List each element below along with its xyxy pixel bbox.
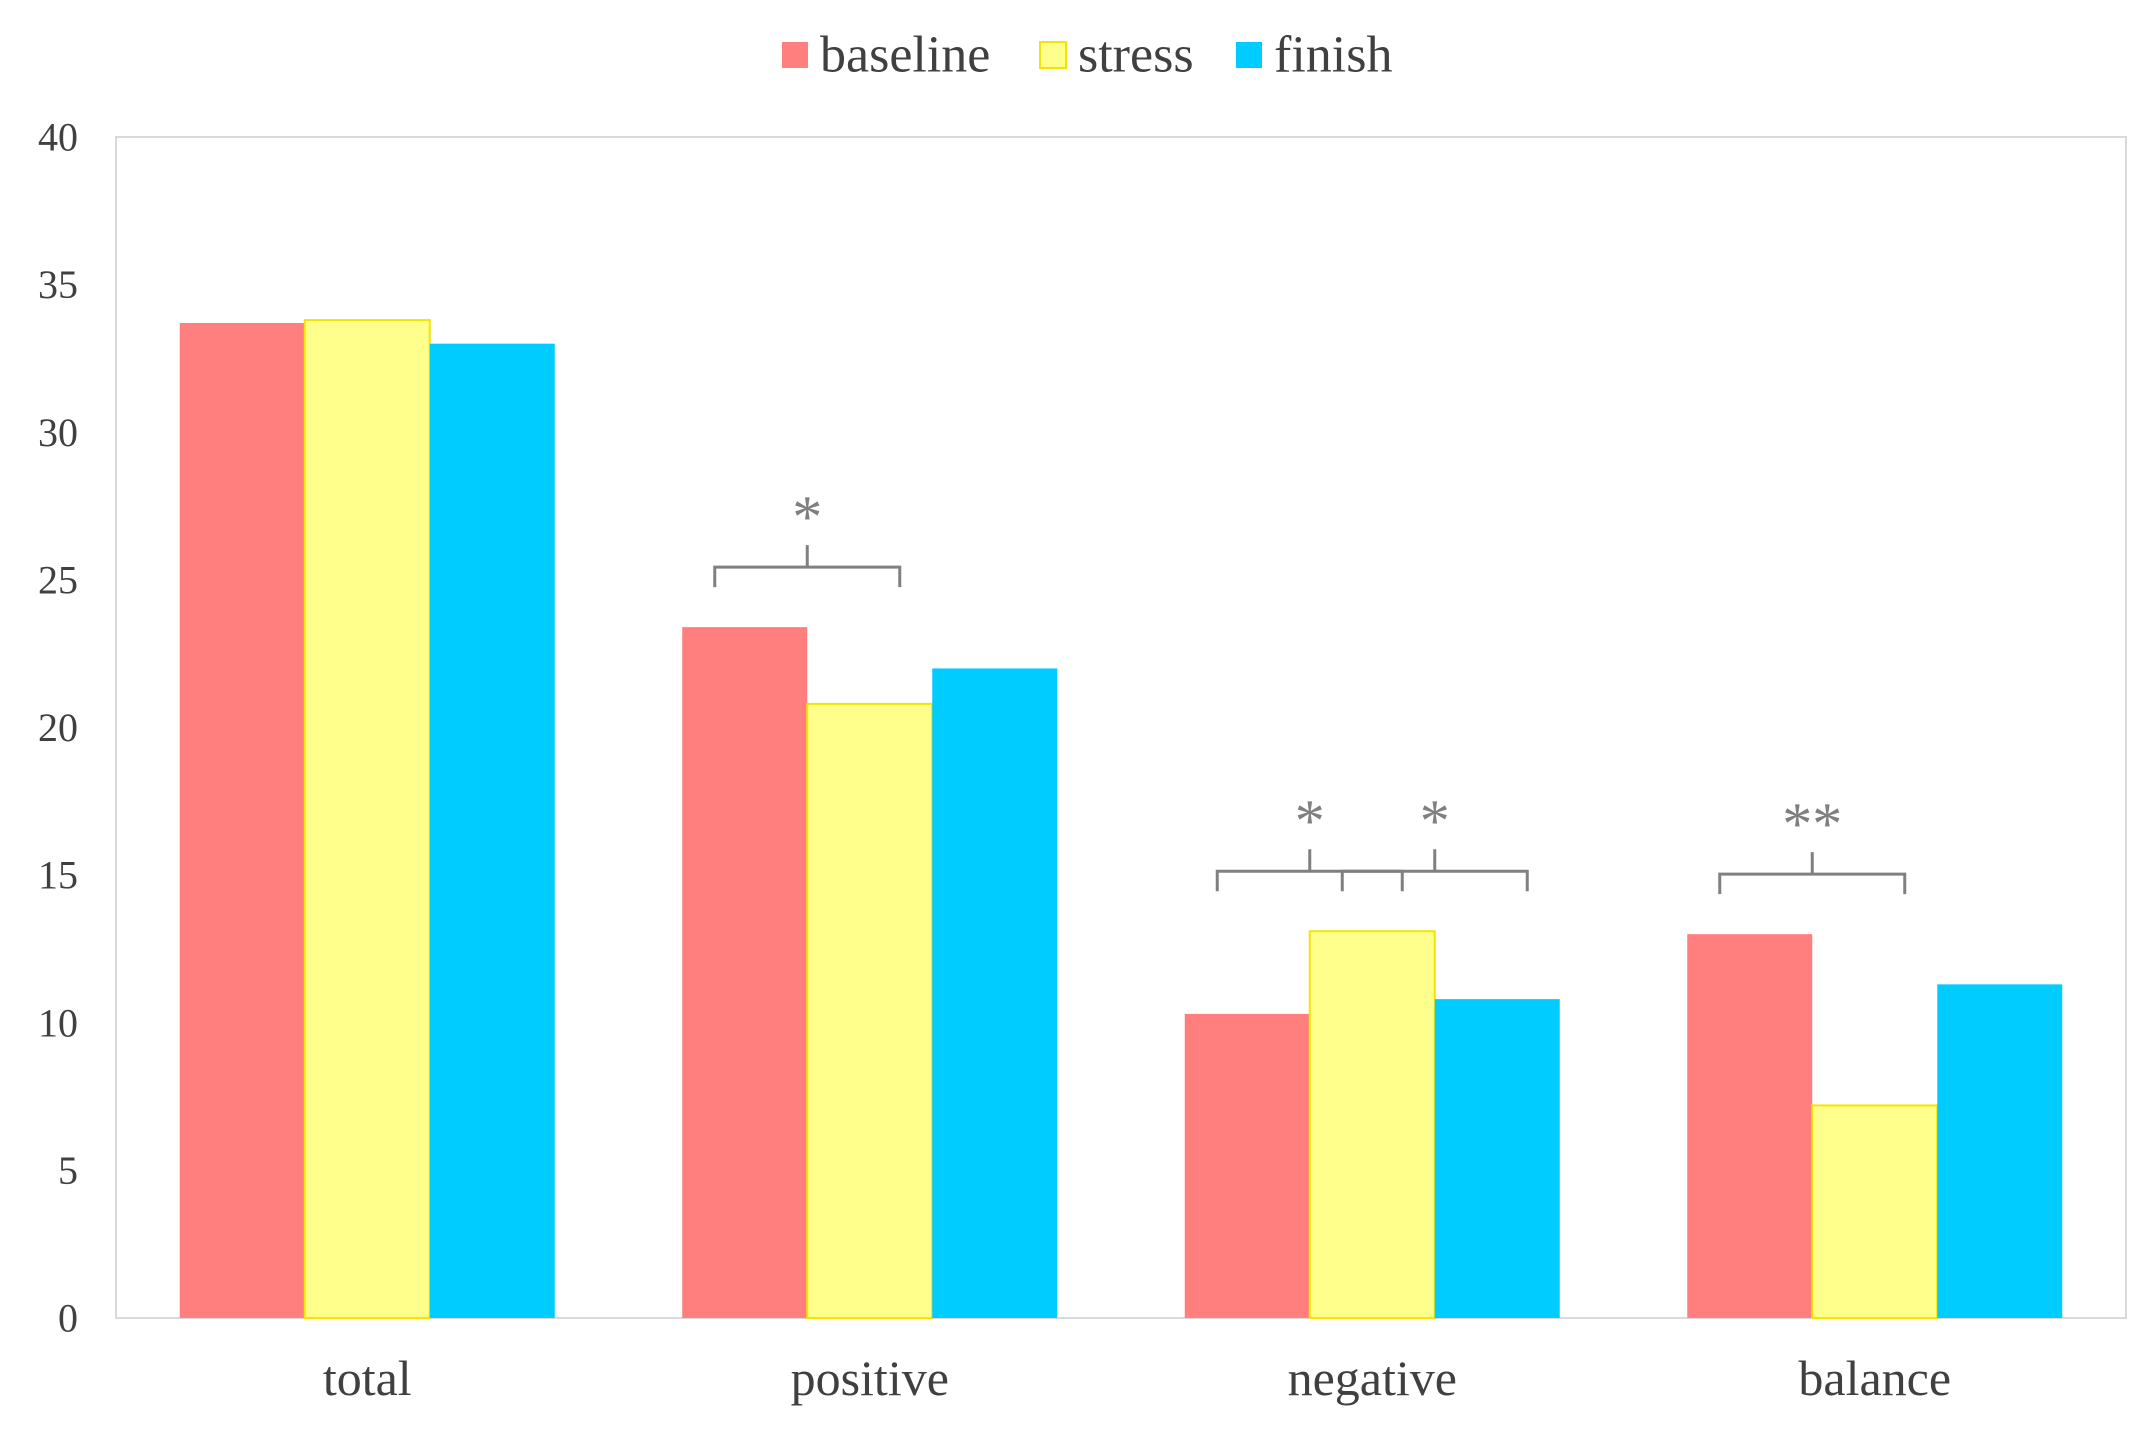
bar-finish-balance xyxy=(1937,984,2063,1318)
bar-baseline-total xyxy=(179,323,305,1318)
x-category-label: total xyxy=(323,1350,412,1406)
significance-label: * xyxy=(792,484,822,550)
bar-stress-positive xyxy=(806,702,934,1319)
bar-baseline-positive xyxy=(682,627,808,1318)
bar-finish-positive xyxy=(932,668,1058,1318)
bracket-line xyxy=(713,545,902,588)
significance-bracket: ** xyxy=(1718,791,1907,895)
x-category-label: balance xyxy=(1798,1350,1951,1406)
y-tick-label: 20 xyxy=(38,705,78,750)
y-tick-label: 25 xyxy=(38,557,78,602)
y-tick-label: 0 xyxy=(58,1296,78,1341)
legend-label-finish: finish xyxy=(1274,27,1392,84)
y-tick-label: 40 xyxy=(38,115,78,160)
significance-bracket: * xyxy=(713,484,902,588)
legend-swatch-finish xyxy=(1236,42,1262,68)
x-category-label: positive xyxy=(791,1350,949,1406)
y-tick-label: 15 xyxy=(38,853,78,898)
bracket-line xyxy=(1718,852,1907,895)
bar-stress-balance xyxy=(1811,1104,1939,1320)
x-axis-labels: total positive negative balance xyxy=(323,1350,1951,1406)
bar-finish-negative xyxy=(1434,999,1560,1318)
y-tick-label: 5 xyxy=(58,1148,78,1193)
y-tick-label: 10 xyxy=(38,1000,78,1045)
significance-label: * xyxy=(1295,788,1325,854)
bar-baseline-balance xyxy=(1687,934,1813,1318)
significance-bracket: * xyxy=(1215,788,1404,892)
x-category-label: negative xyxy=(1288,1350,1457,1406)
bar-stress-negative xyxy=(1308,930,1436,1319)
bracket-line xyxy=(1340,849,1529,892)
y-tick-label: 30 xyxy=(38,410,78,455)
bracket-line xyxy=(1215,849,1404,892)
significance-label: * xyxy=(1420,788,1450,854)
y-axis-ticks: 0 5 10 15 20 25 30 35 40 xyxy=(38,115,78,1341)
legend-label-stress: stress xyxy=(1078,27,1194,84)
legend-swatch-stress xyxy=(1039,41,1067,69)
y-tick-label: 35 xyxy=(38,262,78,307)
bar-baseline-negative xyxy=(1184,1013,1310,1318)
bar-stress-total xyxy=(303,319,431,1319)
legend-label-baseline: baseline xyxy=(820,27,990,84)
significance-bracket: * xyxy=(1340,788,1529,892)
legend: baseline stress finish xyxy=(782,27,1392,84)
significance-annotations: ** * ** xyxy=(713,484,1907,895)
bars xyxy=(179,319,2063,1320)
bar-finish-total xyxy=(429,343,555,1318)
legend-swatch-baseline xyxy=(782,42,808,68)
significance-label: ** xyxy=(1782,791,1842,857)
